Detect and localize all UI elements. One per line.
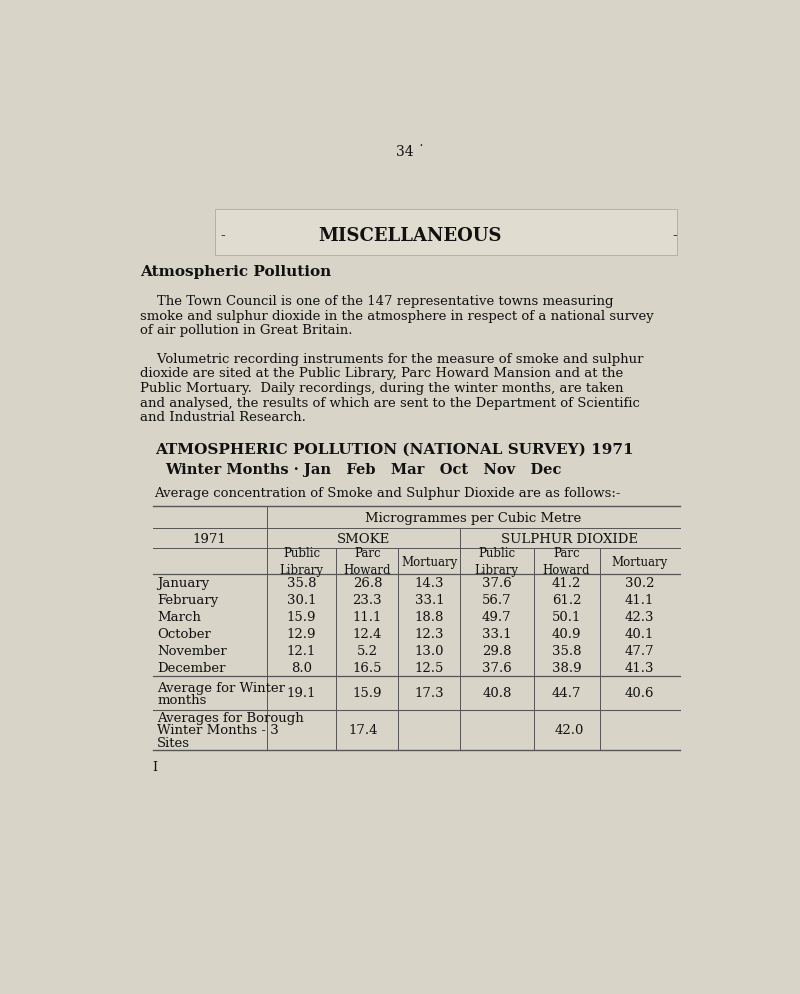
Text: 56.7: 56.7	[482, 593, 512, 606]
Text: The Town Council is one of the 147 representative towns measuring: The Town Council is one of the 147 repre…	[140, 294, 614, 308]
Text: October: October	[158, 627, 211, 640]
Text: Mortuary: Mortuary	[611, 555, 667, 569]
Text: December: December	[158, 661, 226, 674]
Text: 12.4: 12.4	[353, 627, 382, 640]
Text: Sites: Sites	[158, 736, 190, 748]
Text: 1971: 1971	[193, 532, 226, 545]
Text: Public Mortuary.  Daily recordings, during the winter months, are taken: Public Mortuary. Daily recordings, durin…	[140, 382, 624, 395]
Text: Parc
Howard: Parc Howard	[542, 547, 590, 577]
Text: ATMOSPHERIC POLLUTION (NATIONAL SURVEY) 1971: ATMOSPHERIC POLLUTION (NATIONAL SURVEY) …	[155, 442, 634, 456]
Text: 42.0: 42.0	[555, 724, 584, 737]
Text: 61.2: 61.2	[552, 593, 582, 606]
Text: 47.7: 47.7	[625, 644, 654, 657]
Text: 11.1: 11.1	[353, 610, 382, 623]
Text: 14.3: 14.3	[414, 577, 444, 589]
Text: 37.6: 37.6	[482, 577, 512, 589]
Text: 42.3: 42.3	[625, 610, 654, 623]
Text: 5.2: 5.2	[357, 644, 378, 657]
Text: MISCELLANEOUS: MISCELLANEOUS	[318, 228, 502, 246]
Text: 18.8: 18.8	[414, 610, 444, 623]
Text: I: I	[153, 760, 158, 773]
Text: 26.8: 26.8	[353, 577, 382, 589]
Text: Winter Months · Jan   Feb   Mar   Oct   Nov   Dec: Winter Months · Jan Feb Mar Oct Nov Dec	[166, 462, 562, 476]
Text: 34 ˙: 34 ˙	[395, 144, 425, 159]
Text: 33.1: 33.1	[414, 593, 444, 606]
Text: 17.3: 17.3	[414, 687, 444, 700]
Text: and analysed, the results of which are sent to the Department of Scientific: and analysed, the results of which are s…	[140, 397, 640, 410]
Text: and Industrial Research.: and Industrial Research.	[140, 411, 306, 423]
Text: -: -	[673, 230, 678, 244]
Text: November: November	[158, 644, 227, 657]
Text: 44.7: 44.7	[552, 687, 582, 700]
Bar	[214, 210, 678, 256]
Text: months: months	[158, 694, 206, 707]
Text: 41.2: 41.2	[552, 577, 582, 589]
Text: 30.1: 30.1	[286, 593, 316, 606]
Text: 40.1: 40.1	[625, 627, 654, 640]
Text: 41.3: 41.3	[625, 661, 654, 674]
Text: 40.9: 40.9	[552, 627, 582, 640]
Text: 40.6: 40.6	[625, 687, 654, 700]
Text: SMOKE: SMOKE	[337, 532, 390, 545]
Text: SULPHUR DIOXIDE: SULPHUR DIOXIDE	[501, 532, 638, 545]
Text: 38.9: 38.9	[552, 661, 582, 674]
Text: 49.7: 49.7	[482, 610, 512, 623]
Text: Atmospheric Pollution: Atmospheric Pollution	[140, 264, 331, 278]
Text: smoke and sulphur dioxide in the atmosphere in respect of a national survey: smoke and sulphur dioxide in the atmosph…	[140, 309, 654, 322]
Text: 12.1: 12.1	[287, 644, 316, 657]
Text: dioxide are sited at the Public Library, Parc Howard Mansion and at the: dioxide are sited at the Public Library,…	[140, 367, 623, 380]
Text: 12.5: 12.5	[414, 661, 444, 674]
Text: 8.0: 8.0	[291, 661, 312, 674]
Text: February: February	[158, 593, 218, 606]
Text: Averages for Borough: Averages for Borough	[158, 712, 304, 725]
Text: Volumetric recording instruments for the measure of smoke and sulphur: Volumetric recording instruments for the…	[140, 352, 644, 366]
Text: 37.6: 37.6	[482, 661, 512, 674]
Text: 41.1: 41.1	[625, 593, 654, 606]
Text: Public
Library: Public Library	[279, 547, 323, 577]
Text: Winter Months - 3: Winter Months - 3	[158, 724, 279, 737]
Text: 29.8: 29.8	[482, 644, 511, 657]
Text: 15.9: 15.9	[286, 610, 316, 623]
Text: January: January	[158, 577, 210, 589]
Text: 40.8: 40.8	[482, 687, 511, 700]
Text: Mortuary: Mortuary	[402, 555, 458, 569]
Text: 17.4: 17.4	[349, 724, 378, 737]
Text: 35.8: 35.8	[552, 644, 582, 657]
Text: Parc
Howard: Parc Howard	[344, 547, 391, 577]
Text: 16.5: 16.5	[353, 661, 382, 674]
Text: 15.9: 15.9	[353, 687, 382, 700]
Text: of air pollution in Great Britain.: of air pollution in Great Britain.	[140, 324, 353, 337]
Text: 50.1: 50.1	[552, 610, 582, 623]
Text: Average for Winter: Average for Winter	[158, 681, 286, 694]
Text: Average concentration of Smoke and Sulphur Dioxide are as follows:-: Average concentration of Smoke and Sulph…	[154, 487, 621, 500]
Text: March: March	[158, 610, 202, 623]
Text: 23.3: 23.3	[353, 593, 382, 606]
Text: -: -	[220, 230, 225, 244]
Text: 35.8: 35.8	[286, 577, 316, 589]
Text: 12.3: 12.3	[414, 627, 444, 640]
Text: 33.1: 33.1	[482, 627, 512, 640]
Text: 19.1: 19.1	[286, 687, 316, 700]
Text: Microgrammes per Cubic Metre: Microgrammes per Cubic Metre	[365, 511, 581, 524]
Text: 13.0: 13.0	[414, 644, 444, 657]
Text: 12.9: 12.9	[286, 627, 316, 640]
Text: 30.2: 30.2	[625, 577, 654, 589]
Text: Public
Library: Public Library	[475, 547, 518, 577]
